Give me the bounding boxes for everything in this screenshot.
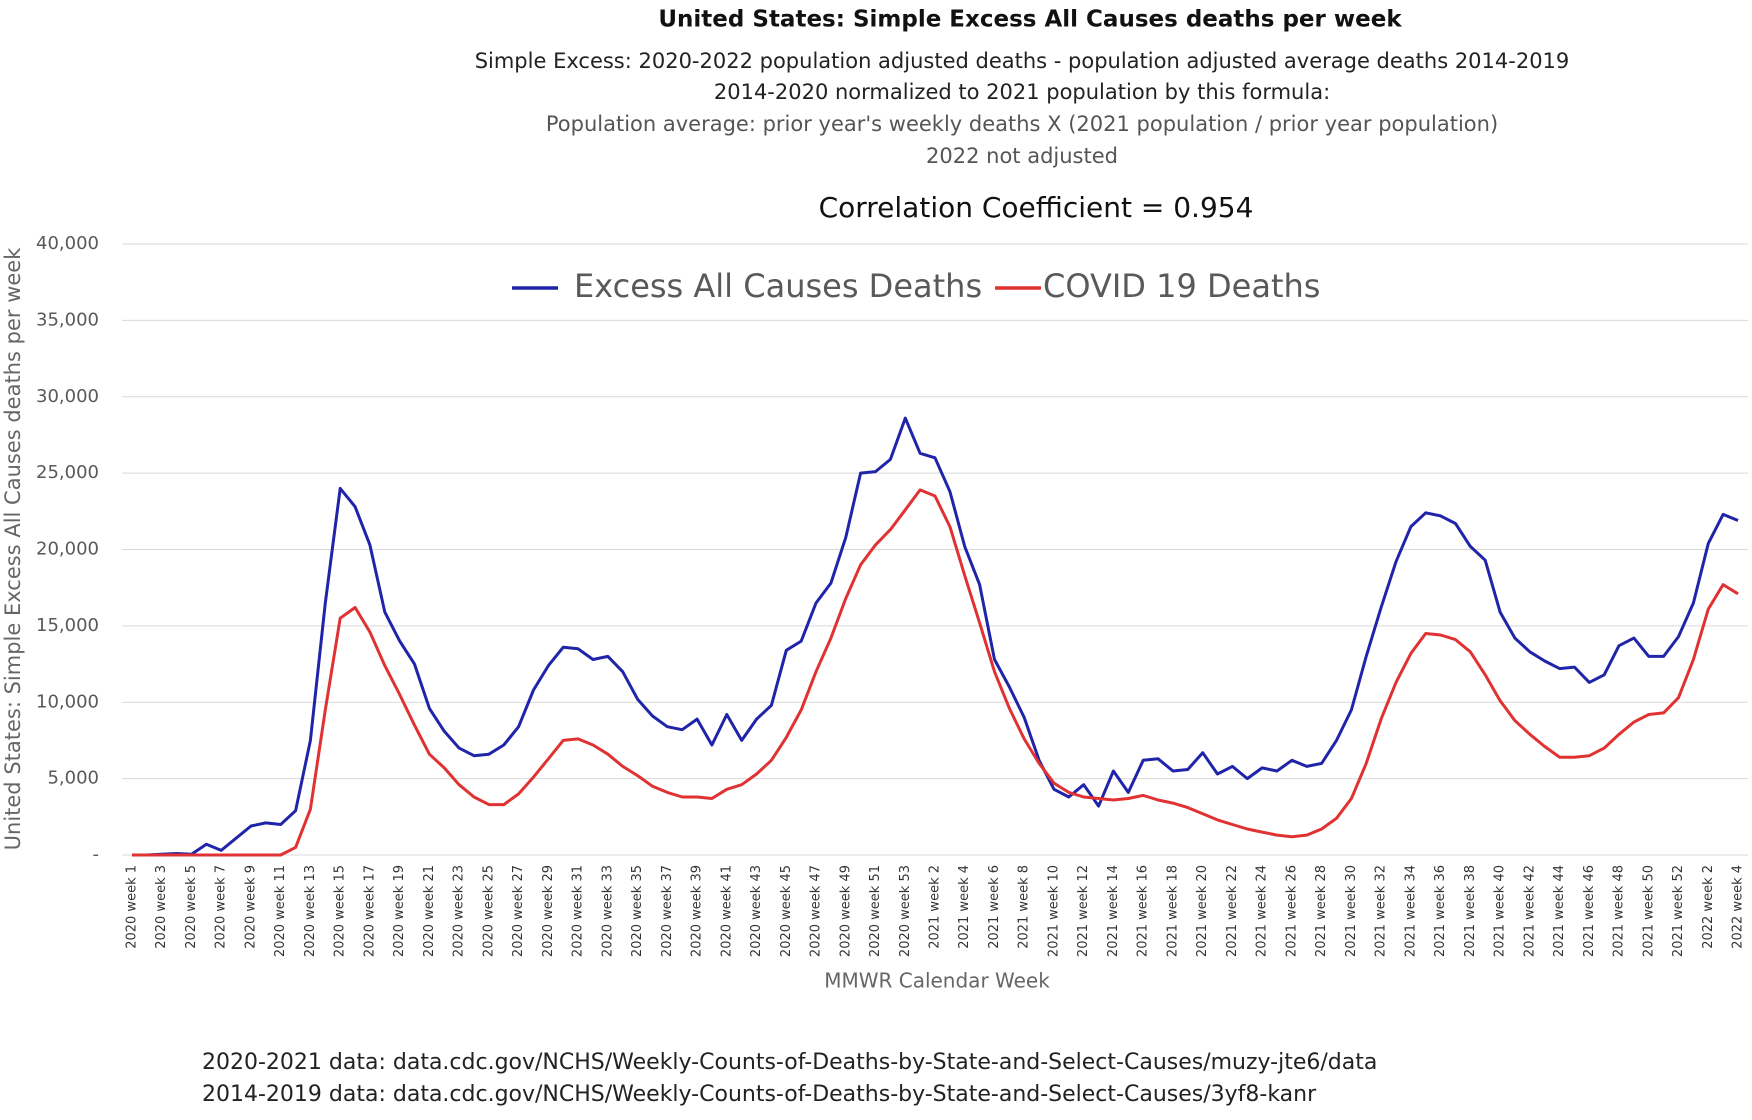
- y-tick-label: 25,000: [36, 462, 99, 483]
- subtitle: 2022 not adjusted: [926, 144, 1118, 168]
- x-tick-label: 2020 week 23: [452, 865, 467, 957]
- x-tick-label: 2020 week 21: [422, 865, 437, 957]
- x-tick-label: 2021 week 42: [1522, 865, 1537, 957]
- x-tick-label: 2020 week 53: [898, 865, 913, 957]
- x-tick-label: 2021 week 48: [1612, 865, 1627, 957]
- x-tick-label: 2020 week 37: [660, 865, 675, 957]
- x-tick-label: 2021 week 34: [1403, 865, 1418, 957]
- x-tick-label: 2020 week 9: [243, 865, 258, 949]
- x-tick-label: 2020 week 3: [154, 865, 169, 949]
- series-line: [132, 416, 1739, 857]
- x-tick-label: 2021 week 18: [1165, 865, 1180, 957]
- subtitle: Simple Excess: 2020-2022 population adju…: [475, 49, 1570, 73]
- legend-label: Excess All Causes Deaths: [574, 267, 982, 305]
- x-tick-label: 2020 week 7: [214, 865, 229, 949]
- x-tick-label: 2021 week 16: [1136, 865, 1151, 957]
- x-tick-label: 2021 week 6: [987, 865, 1002, 949]
- x-tick-label: 2021 week 52: [1671, 865, 1686, 957]
- x-tick-label: 2021 week 2: [928, 865, 943, 949]
- y-tick-label: 10,000: [36, 691, 99, 712]
- x-tick-label: 2020 week 43: [749, 865, 764, 957]
- annotation: Correlation Coefficient = 0.954: [819, 191, 1254, 224]
- y-tick-label: 20,000: [36, 539, 99, 560]
- y-tick-label: 30,000: [36, 386, 99, 407]
- x-tick-label: 2021 week 4: [957, 865, 972, 949]
- x-tick-label: 2021 week 46: [1582, 865, 1597, 957]
- footnote: 2020-2021 data: data.cdc.gov/NCHS/Weekly…: [202, 1050, 1377, 1075]
- x-tick-label: 2021 week 28: [1314, 865, 1329, 957]
- x-tick-label: 2020 week 49: [838, 865, 853, 957]
- footnote: 2014-2019 data: data.cdc.gov/NCHS/Weekly…: [202, 1082, 1317, 1107]
- x-tick-label: 2020 week 5: [184, 865, 199, 949]
- x-tick-label: 2022 week 4: [1731, 865, 1746, 949]
- x-axis-title: MMWR Calendar Week: [824, 969, 1050, 993]
- x-tick-label: 2020 week 11: [273, 865, 288, 957]
- x-tick-label: 2020 week 35: [630, 865, 645, 957]
- x-tick-label: 2020 week 1: [125, 865, 140, 949]
- x-tick-label: 2022 week 2: [1701, 865, 1716, 949]
- x-tick-label: 2021 week 14: [1106, 865, 1121, 957]
- x-tick-label: 2020 week 47: [809, 865, 824, 957]
- x-tick-label: 2021 week 20: [1195, 865, 1210, 957]
- subtitle: 2014-2020 normalized to 2021 population …: [714, 80, 1330, 104]
- x-tick-label: 2021 week 24: [1255, 865, 1270, 957]
- x-tick-label: 2021 week 44: [1552, 865, 1567, 957]
- x-tick-label: 2021 week 8: [1017, 865, 1032, 949]
- x-tick-label: 2021 week 40: [1493, 865, 1508, 957]
- y-tick-label: 35,000: [36, 309, 99, 330]
- x-tick-label: 2021 week 30: [1344, 865, 1359, 957]
- x-tick-label: 2020 week 29: [541, 865, 556, 957]
- x-tick-label: 2021 week 10: [1046, 865, 1061, 957]
- x-tick-label: 2020 week 13: [303, 865, 318, 957]
- x-tick-label: 2021 week 12: [1076, 865, 1091, 957]
- x-tick-label: 2020 week 41: [719, 865, 734, 957]
- legend-label: COVID 19 Deaths: [1043, 267, 1320, 305]
- y-axis-title: United States: Simple Excess All Causes …: [1, 247, 25, 851]
- chart-title: United States: Simple Excess All Causes …: [658, 7, 1402, 33]
- y-tick-label: 5,000: [47, 768, 99, 789]
- x-tick-label: 2020 week 15: [333, 865, 348, 957]
- x-tick-label: 2021 week 26: [1284, 865, 1299, 957]
- x-tick-label: 2020 week 17: [362, 865, 377, 957]
- x-tick-label: 2020 week 25: [481, 865, 496, 957]
- x-tick-label: 2020 week 51: [868, 865, 883, 957]
- x-tick-label: 2021 week 32: [1374, 865, 1389, 957]
- series-line: [132, 488, 1739, 857]
- y-tick-label: 40,000: [36, 233, 99, 254]
- subtitle: Population average: prior year's weekly …: [546, 112, 1498, 136]
- x-tick-label: 2020 week 45: [779, 865, 794, 957]
- x-tick-label: 2021 week 36: [1433, 865, 1448, 957]
- x-tick-label: 2020 week 27: [511, 865, 526, 957]
- x-tick-label: 2021 week 50: [1641, 865, 1656, 957]
- x-tick-label: 2020 week 19: [392, 865, 407, 957]
- x-tick-label: 2020 week 39: [690, 865, 705, 957]
- x-tick-label: 2021 week 22: [1225, 865, 1240, 957]
- y-tick-label: 15,000: [36, 615, 99, 636]
- x-tick-label: 2021 week 38: [1463, 865, 1478, 957]
- y-tick-label: -: [93, 844, 100, 865]
- x-tick-label: 2020 week 31: [571, 865, 586, 957]
- x-tick-label: 2020 week 33: [600, 865, 615, 957]
